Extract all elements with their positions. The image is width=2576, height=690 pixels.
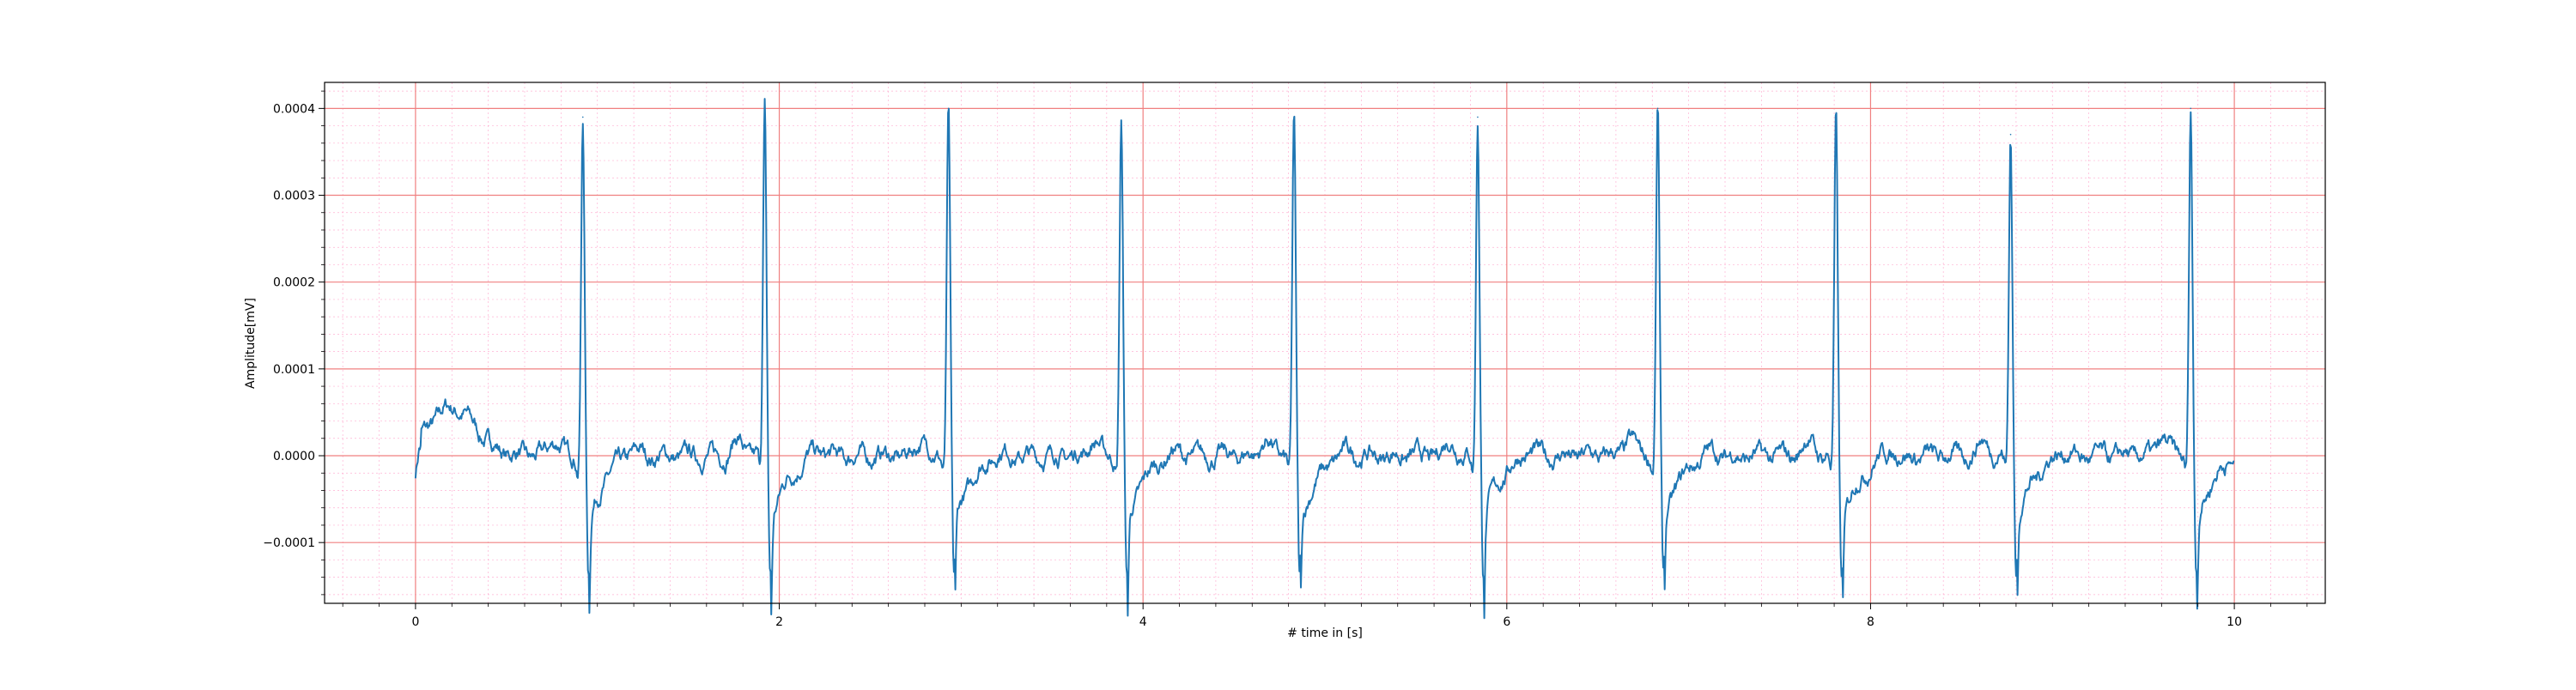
series-layer bbox=[414, 98, 2235, 620]
x-tick-label: 4 bbox=[1139, 615, 1147, 629]
x-tick-label: 6 bbox=[1503, 615, 1510, 629]
r-peak-point bbox=[1835, 116, 1838, 118]
y-tick-label: 0.0002 bbox=[273, 276, 315, 290]
r-peak-point bbox=[2190, 107, 2192, 110]
r-peak-point bbox=[947, 107, 950, 110]
x-tick-label: 2 bbox=[775, 615, 783, 629]
r-peak-point bbox=[1293, 116, 1295, 118]
r-peak-point bbox=[1120, 120, 1122, 123]
r-peak-point bbox=[763, 107, 766, 110]
y-axis-label: Amplitude[mV] bbox=[244, 298, 258, 389]
y-tick-label: 0.0000 bbox=[273, 450, 315, 463]
x-tick-label: 10 bbox=[2227, 615, 2242, 629]
r-peak-point bbox=[2009, 133, 2012, 136]
minor-grid bbox=[325, 82, 2325, 603]
r-peak-point bbox=[1477, 116, 1479, 118]
y-tick-label: −0.0001 bbox=[263, 536, 315, 550]
y-tick-label: 0.0001 bbox=[273, 363, 315, 377]
y-tick-label: 0.0004 bbox=[273, 102, 315, 116]
x-tick-label: 0 bbox=[411, 615, 419, 629]
y-tick-label: 0.0003 bbox=[273, 190, 315, 203]
major-grid bbox=[325, 82, 2325, 603]
x-tick-label: 8 bbox=[1867, 615, 1874, 629]
r-peak-point bbox=[1656, 107, 1659, 110]
r-peak-point bbox=[581, 116, 584, 118]
x-axis-label: # time in [s] bbox=[1287, 626, 1363, 640]
ecg-series-line bbox=[414, 98, 2235, 620]
axis-ticks: 0 2 4 6 8 10 −0.0001 0.0000 0.0001 0.0002 0.0003 0.… bbox=[263, 90, 2308, 629]
